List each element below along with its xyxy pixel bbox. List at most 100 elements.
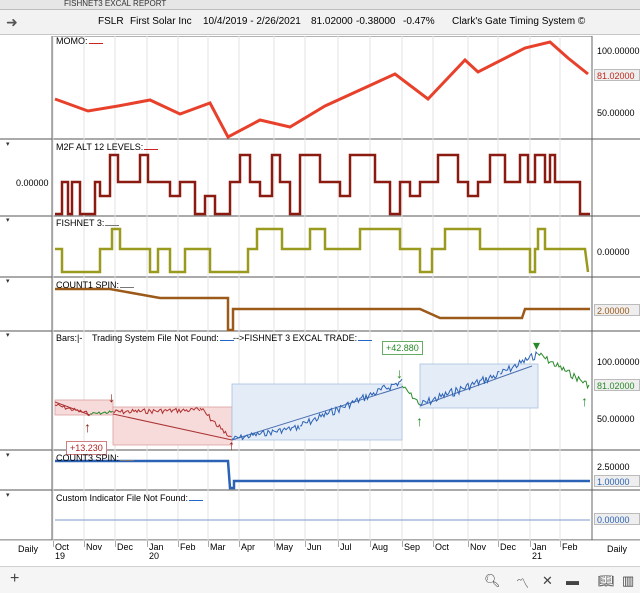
- x-tick: [53, 541, 54, 547]
- x-year-label: 21: [532, 551, 543, 561]
- pane-collapse-icon[interactable]: ▾: [6, 492, 10, 499]
- price-bars: [499, 350, 538, 375]
- x-month-label: May: [276, 542, 294, 552]
- x-tick: [115, 541, 116, 547]
- trend-line: [54, 401, 91, 416]
- custom-indicator-label: Custom Indicator File Not Found:: [56, 493, 204, 503]
- x-month-label: Oct: [55, 542, 70, 552]
- period-label-left[interactable]: Daily: [18, 544, 39, 554]
- pane-frame: [51, 215, 593, 278]
- symbol-ticker: FSLR: [98, 16, 124, 27]
- buy-arrow-icon: ↑: [581, 393, 588, 409]
- x-month-label: Jan: [149, 542, 164, 552]
- period-label-right[interactable]: Daily: [607, 544, 628, 554]
- price-bars: [299, 378, 403, 427]
- search-icon[interactable]: 🔍︎: [484, 573, 501, 588]
- book-icon[interactable]: 📖︎: [598, 573, 615, 588]
- trade-loss-note: +13.230: [66, 441, 107, 455]
- pane-collapse-icon[interactable]: ▾: [6, 141, 10, 148]
- x-month-label: Jun: [307, 542, 322, 552]
- count1-value-box: 2.00000: [594, 304, 640, 316]
- x-tick: [338, 541, 339, 547]
- fishnet-trade-label: -->FISHNET 3 EXCAL TRADE:: [233, 333, 373, 343]
- panel-icon[interactable]: ▬: [566, 573, 579, 588]
- line-chart-icon[interactable]: 〽: [516, 576, 530, 591]
- symbol-header: ➜ FSLR First Solar Inc 10/4/2019 - 2/26/…: [0, 10, 640, 35]
- price-bars: [89, 410, 113, 415]
- layout-icon[interactable]: ▥: [622, 573, 635, 588]
- buy-arrow-icon: ↑: [416, 413, 423, 429]
- x-year-label: 19: [55, 551, 66, 561]
- window-titlebar: FISHNET3 EXCAL REPORT: [0, 0, 640, 10]
- price-bars: [112, 407, 201, 415]
- fishnet-label: FISHNET 3:: [56, 218, 120, 228]
- price-change: -0.38000: [356, 16, 396, 27]
- x-tick: [530, 541, 531, 547]
- plus-icon[interactable]: +: [10, 570, 20, 587]
- m2f-left-value: 0.00000: [16, 178, 49, 188]
- price-bars: [54, 403, 90, 417]
- x-tick: [560, 541, 561, 547]
- x-tick: [147, 541, 148, 547]
- forward-arrow-icon[interactable]: ➜: [6, 14, 18, 30]
- x-month-label: Sep: [404, 542, 421, 552]
- x-month-label: Dec: [500, 542, 517, 552]
- pane-frame: [51, 138, 593, 217]
- price-bars: [199, 407, 232, 438]
- momo-label: MOMO:: [56, 36, 103, 46]
- momo-line: [54, 40, 589, 140]
- x-month-label: Apr: [241, 542, 256, 552]
- buy-arrow-icon: ↑: [84, 419, 91, 435]
- price-bars: [401, 385, 421, 406]
- pane-collapse-icon[interactable]: ▾: [6, 332, 10, 339]
- x-month-label: Nov: [470, 542, 487, 552]
- x-tick: [274, 541, 275, 547]
- trading-system-label: Trading System File Not Found:: [92, 333, 234, 343]
- pane-collapse-icon[interactable]: ▾: [6, 278, 10, 285]
- chart-canvas[interactable]: [0, 36, 640, 540]
- x-tick: [84, 541, 85, 547]
- window-title: FISHNET3 EXCAL REPORT: [64, 0, 167, 8]
- count3-axis-top: 2.50000: [597, 462, 630, 472]
- x-year-label: 20: [149, 551, 160, 561]
- pane-collapse-icon[interactable]: ▾: [6, 452, 10, 459]
- count3-label: COUNT3 SPIN:: [56, 453, 135, 463]
- x-tick: [208, 541, 209, 547]
- count1-label: COUNT1 SPIN:: [56, 280, 135, 290]
- trend-line: [112, 413, 233, 441]
- pane-collapse-icon[interactable]: ▾: [6, 217, 10, 224]
- count3-value-box: 1.00000: [594, 475, 640, 487]
- company-name: First Solar Inc: [130, 16, 192, 27]
- count3-line: [55, 459, 590, 490]
- x-tick: [402, 541, 403, 547]
- bars-axis-top: 100.00000: [597, 357, 640, 367]
- bars-axis-bottom: 50.00000: [597, 414, 635, 424]
- sell-arrow-icon: ↓: [108, 389, 115, 405]
- trend-line: [231, 386, 403, 441]
- custom-value-box: 0.00000: [594, 513, 640, 525]
- x-tick: [433, 541, 434, 547]
- bottom-toolbar: + 🔍︎ 〽 ✕ ▬ 📖︎ ▥: [0, 566, 640, 593]
- pane-frame: [51, 449, 593, 491]
- x-axis: Daily Daily Oct Nov Dec Jan Feb Mar Apr May Jun J…: [0, 540, 640, 561]
- x-month-label: Jul: [340, 542, 352, 552]
- bars-value-box: 81.02000: [594, 379, 640, 391]
- fishnet-value: 0.00000: [597, 247, 630, 257]
- pane-frame: [51, 276, 593, 332]
- sell-arrow-icon: ▾: [533, 337, 541, 353]
- x-month-label: Nov: [86, 542, 103, 552]
- pane-frame: [51, 489, 593, 540]
- pane-frame: [51, 36, 593, 140]
- chart-area[interactable]: MOMO: 100.00000 81.02000 50.00000 ▾ M2F …: [0, 36, 640, 540]
- x-month-label: Feb: [180, 542, 196, 552]
- price-bars: [537, 352, 590, 390]
- sell-arrow-icon: ↓: [396, 365, 403, 381]
- x-month-label: Mar: [210, 542, 226, 552]
- price-bars: [231, 424, 300, 441]
- x-month-label: Oct: [435, 542, 450, 552]
- count1-line: [55, 287, 590, 332]
- tools-icon[interactable]: ✕: [542, 573, 553, 588]
- buy-arrow-icon: ↑: [228, 437, 235, 453]
- trade-gain-note: +42.880: [382, 341, 423, 355]
- x-month-label: Dec: [117, 542, 134, 552]
